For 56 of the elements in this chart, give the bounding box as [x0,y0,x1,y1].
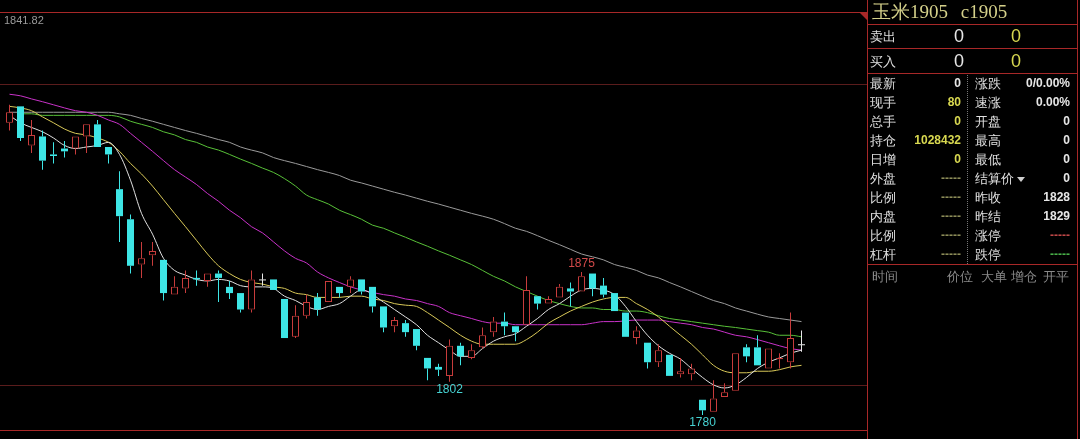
text: 0 [1063,114,1070,128]
text: ----- [941,228,961,242]
annotation: 1875 [568,256,596,271]
text: ----- [941,190,961,204]
text: 0 [954,114,961,128]
text: ----- [941,171,961,185]
text: 1841.82 [4,13,44,26]
text: 比例 [870,190,896,205]
text: 外盘 [870,171,896,186]
text: 0/0.00% [1025,76,1070,90]
text: 1028432 [914,133,961,147]
text: 增仓 [1011,269,1037,284]
text: 比例 [870,228,896,243]
text: 涨停 [975,228,1001,243]
text: 买入 [870,54,896,69]
text: 持仓 [870,133,896,148]
text: 1829 [1043,209,1070,223]
text: 杠杆 [870,247,896,262]
text: 跌停 [975,247,1001,262]
text: 时间 [872,269,898,284]
text: 总手 [870,114,896,129]
text: 0 [1010,51,1021,71]
text: ----- [941,247,961,261]
text: 大单 [981,269,1007,284]
text: 0 [953,26,964,46]
text: 0 [1063,152,1070,166]
text: 最高 [975,133,1001,148]
text: ----- [941,209,961,223]
text: 80 [947,95,961,109]
text: 0 [954,152,961,166]
text: 最低 [975,152,1001,167]
text: 0 [1063,171,1070,185]
text: 内盘 [870,209,896,224]
text: 0 [953,51,964,71]
text: 涨跌 [975,76,1001,91]
text: 昨收 [975,190,1001,205]
text: 昨结 [975,209,1001,224]
text: 开盘 [975,114,1001,129]
text: 0 [954,76,961,90]
text: 0 [1063,133,1070,147]
text: 卖出 [870,29,896,44]
annotation: 1802 [436,382,464,397]
text: 现手 [870,95,896,110]
text: 日增 [870,152,896,167]
text: 玉米1905 c1905 [872,1,1008,22]
text: 结算价 [975,171,1014,186]
text: 0 [1010,26,1021,46]
annotation: 1780 [689,415,717,430]
text: 开平 [1043,269,1069,284]
text: 价位 [947,269,973,284]
text: 最新 [870,76,896,91]
text: ----- [1050,228,1070,242]
text: 速涨 [975,95,1001,110]
text: ----- [1050,247,1070,261]
text: 1828 [1043,190,1070,204]
text: 0.00% [1035,95,1070,109]
